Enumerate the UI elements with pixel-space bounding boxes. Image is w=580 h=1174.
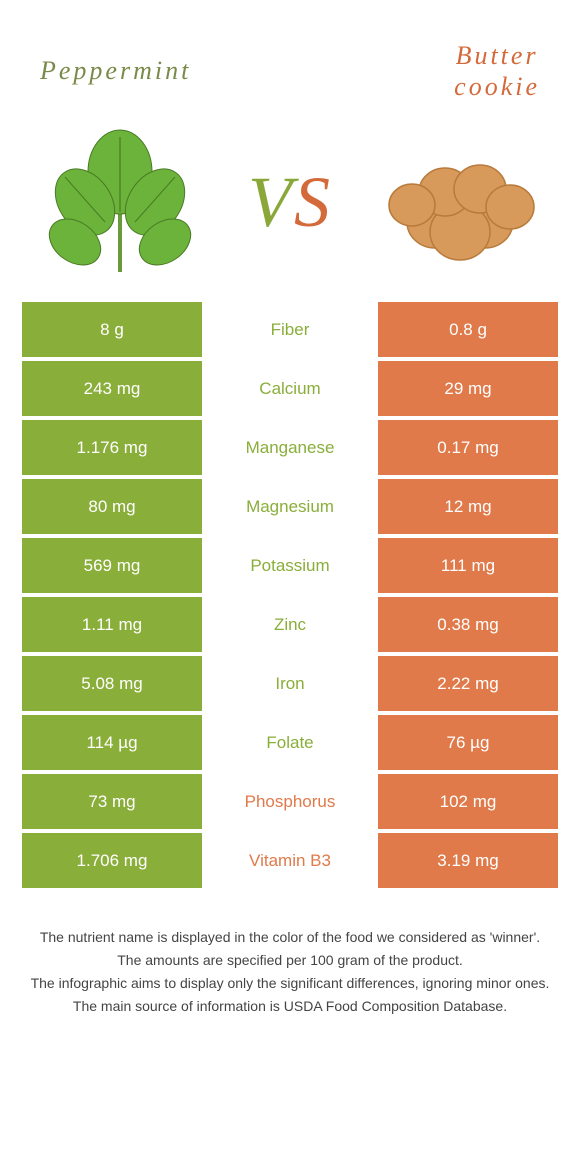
left-value: 114 µg <box>22 715 202 770</box>
comparison-images: VS <box>0 112 580 302</box>
left-value: 1.706 mg <box>22 833 202 888</box>
footer-line-3: The infographic aims to display only the… <box>30 973 550 994</box>
table-row: 8 gFiber0.8 g <box>22 302 558 357</box>
nutrient-name: Manganese <box>202 420 378 475</box>
table-row: 1.176 mgManganese0.17 mg <box>22 420 558 475</box>
footer-notes: The nutrient name is displayed in the co… <box>0 892 580 1017</box>
nutrient-name: Vitamin B3 <box>202 833 378 888</box>
nutrient-name: Zinc <box>202 597 378 652</box>
nutrient-name: Phosphorus <box>202 774 378 829</box>
title-butter-cookie: Butter cookie <box>454 40 540 102</box>
title-peppermint: Peppermint <box>40 56 191 86</box>
right-value: 12 mg <box>378 479 558 534</box>
nutrient-name: Magnesium <box>202 479 378 534</box>
table-row: 5.08 mgIron2.22 mg <box>22 656 558 711</box>
nutrient-name: Folate <box>202 715 378 770</box>
nutrient-name: Fiber <box>202 302 378 357</box>
left-value: 1.176 mg <box>22 420 202 475</box>
left-value: 569 mg <box>22 538 202 593</box>
right-value: 111 mg <box>378 538 558 593</box>
table-row: 73 mgPhosphorus102 mg <box>22 774 558 829</box>
right-value: 2.22 mg <box>378 656 558 711</box>
left-value: 243 mg <box>22 361 202 416</box>
nutrient-name: Iron <box>202 656 378 711</box>
vs-v: V <box>248 162 294 242</box>
right-value: 0.17 mg <box>378 420 558 475</box>
right-value: 3.19 mg <box>378 833 558 888</box>
right-value: 0.38 mg <box>378 597 558 652</box>
right-value: 102 mg <box>378 774 558 829</box>
left-value: 73 mg <box>22 774 202 829</box>
right-value: 29 mg <box>378 361 558 416</box>
header: Peppermint Butter cookie <box>0 0 580 112</box>
table-row: 243 mgCalcium29 mg <box>22 361 558 416</box>
left-value: 8 g <box>22 302 202 357</box>
right-value: 76 µg <box>378 715 558 770</box>
footer-line-1: The nutrient name is displayed in the co… <box>30 927 550 948</box>
peppermint-image <box>30 122 210 282</box>
nutrient-name: Calcium <box>202 361 378 416</box>
table-row: 1.11 mgZinc0.38 mg <box>22 597 558 652</box>
left-value: 80 mg <box>22 479 202 534</box>
left-value: 5.08 mg <box>22 656 202 711</box>
table-row: 569 mgPotassium111 mg <box>22 538 558 593</box>
vs-s: S <box>294 162 332 242</box>
table-row: 80 mgMagnesium12 mg <box>22 479 558 534</box>
table-row: 114 µgFolate76 µg <box>22 715 558 770</box>
vs-label: VS <box>248 161 332 244</box>
left-value: 1.11 mg <box>22 597 202 652</box>
footer-line-2: The amounts are specified per 100 gram o… <box>30 950 550 971</box>
footer-line-4: The main source of information is USDA F… <box>30 996 550 1017</box>
butter-cookie-image <box>370 122 550 282</box>
nutrient-table: 8 gFiber0.8 g243 mgCalcium29 mg1.176 mgM… <box>0 302 580 888</box>
nutrient-name: Potassium <box>202 538 378 593</box>
right-value: 0.8 g <box>378 302 558 357</box>
table-row: 1.706 mgVitamin B33.19 mg <box>22 833 558 888</box>
